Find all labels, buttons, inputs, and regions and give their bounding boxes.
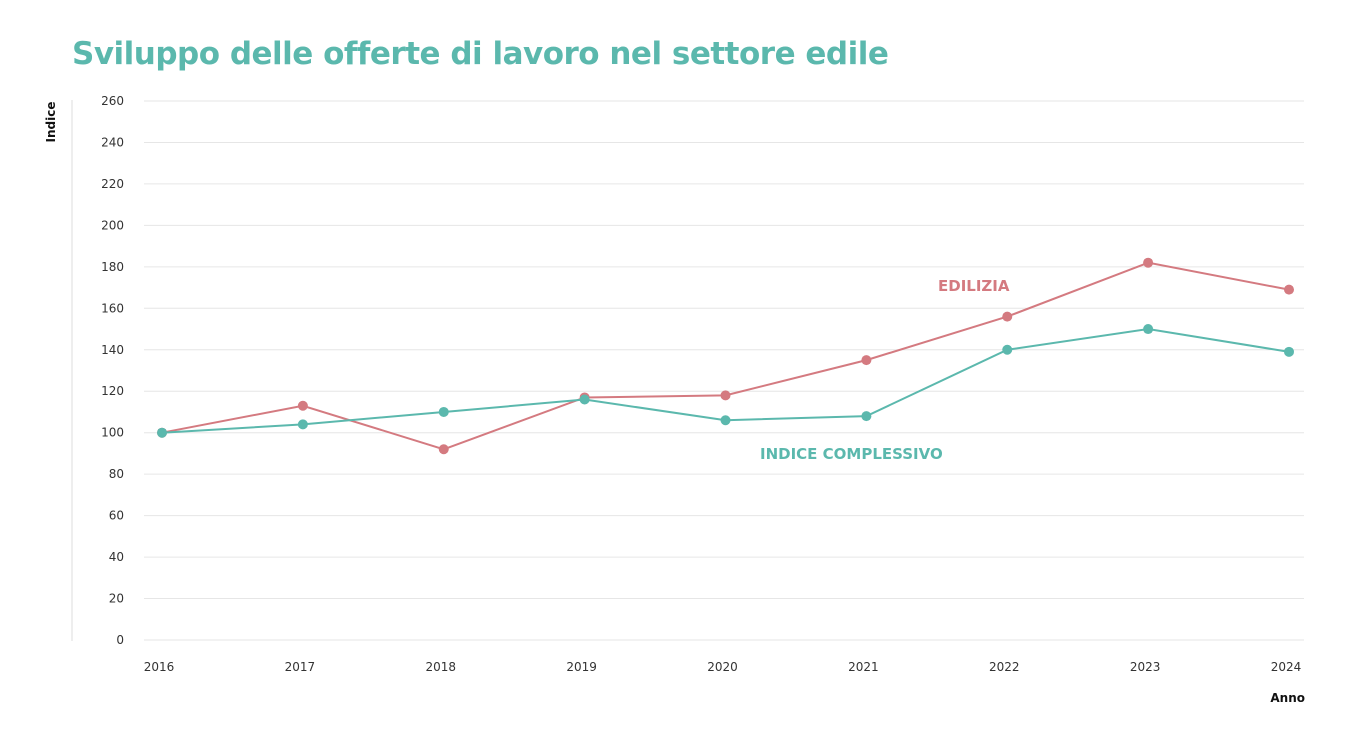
- y-tick-label: 120: [101, 384, 124, 398]
- x-tick-label: 2022: [989, 660, 1020, 674]
- data-point: [861, 355, 872, 366]
- data-point: [1284, 284, 1294, 295]
- x-tick-label: 2019: [566, 660, 597, 674]
- data-point: [438, 406, 449, 417]
- y-tick-label: 20: [109, 592, 124, 606]
- x-tick-label: 2020: [707, 660, 738, 674]
- y-tick-label: 140: [101, 343, 124, 357]
- data-point: [579, 394, 590, 405]
- data-point: [1002, 311, 1013, 322]
- data-point: [1143, 257, 1154, 268]
- data-point: [720, 390, 731, 401]
- y-tick-label: 260: [101, 94, 124, 108]
- data-point: [438, 444, 449, 455]
- y-tick-label: 160: [101, 301, 124, 315]
- x-tick-label: 2021: [848, 660, 879, 674]
- x-tick-label: 2016: [144, 660, 175, 674]
- x-tick-label: 2023: [1130, 660, 1161, 674]
- x-tick-label: 2018: [425, 660, 456, 674]
- y-tick-label: 200: [101, 218, 124, 232]
- data-point: [297, 419, 308, 430]
- chart-title: Sviluppo delle offerte di lavoro nel set…: [72, 36, 889, 72]
- y-tick-label: 60: [109, 509, 124, 523]
- data-point: [1143, 324, 1154, 335]
- x-tick-label: 2024: [1271, 660, 1302, 674]
- y-tick-label: 240: [101, 135, 124, 149]
- data-point: [861, 411, 872, 422]
- data-point: [720, 415, 731, 426]
- y-axis-label: Indice: [44, 102, 58, 143]
- data-point: [1002, 344, 1013, 355]
- data-point: [157, 427, 167, 438]
- y-tick-label: 40: [109, 550, 124, 564]
- data-point: [297, 400, 308, 411]
- x-tick-label: 2017: [285, 660, 316, 674]
- x-axis-label: Anno: [1270, 691, 1305, 705]
- y-tick-label: 0: [116, 633, 124, 647]
- series-label-edilizia: EDILIZIA: [938, 277, 1010, 295]
- y-tick-label: 80: [109, 467, 124, 481]
- data-point: [1284, 346, 1294, 357]
- y-tick-label: 220: [101, 177, 124, 191]
- y-tick-label: 100: [101, 426, 124, 440]
- series-label-indice-complessivo: INDICE COMPLESSIVO: [760, 445, 943, 463]
- y-tick-label: 180: [101, 260, 124, 274]
